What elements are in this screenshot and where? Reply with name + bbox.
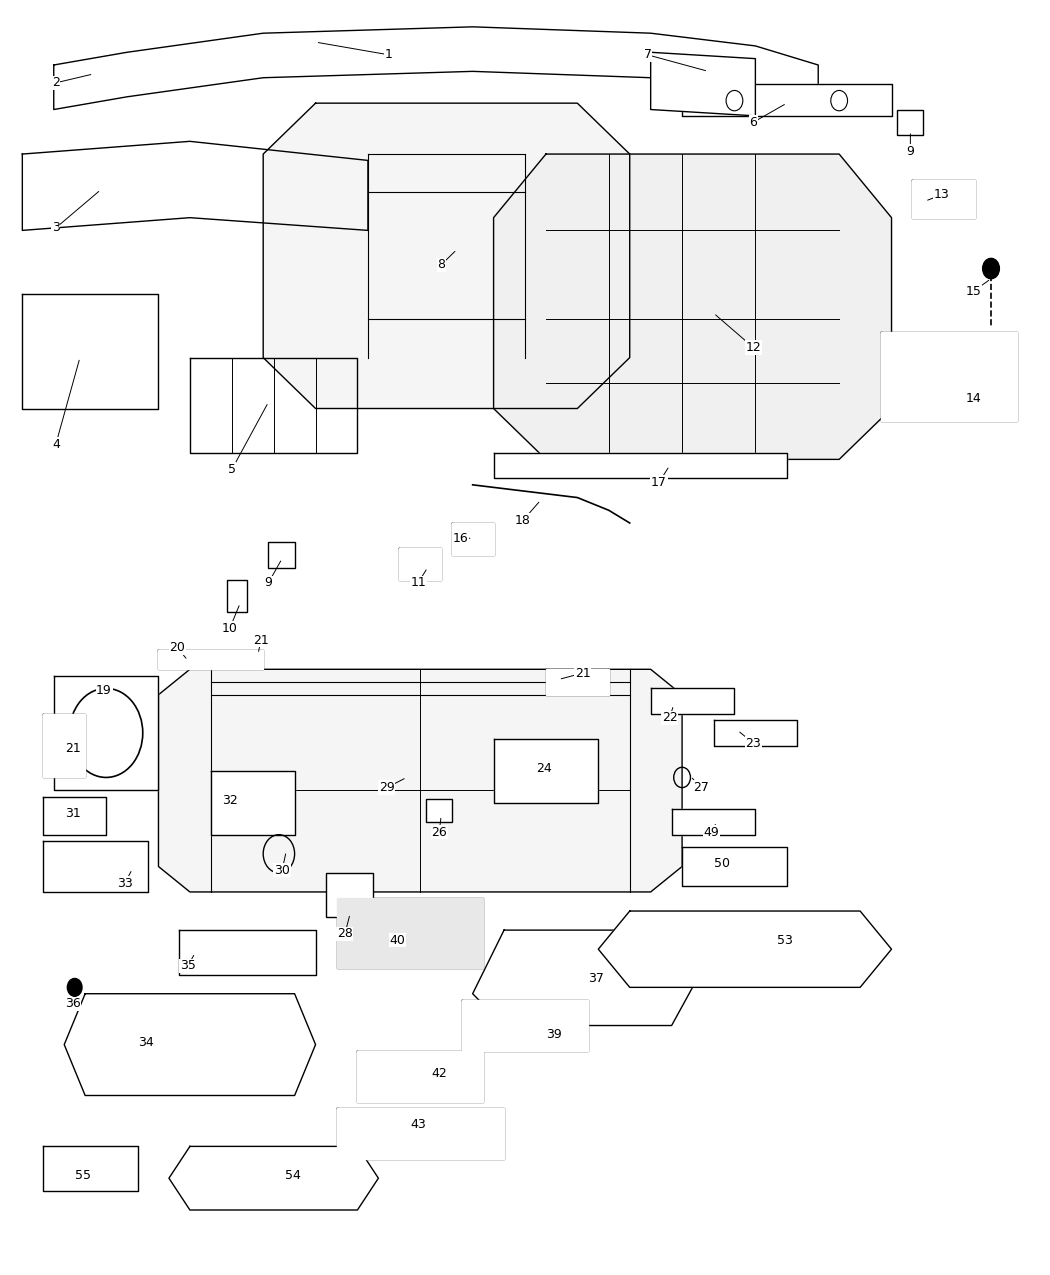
Polygon shape bbox=[672, 810, 755, 835]
Text: 55: 55 bbox=[75, 1169, 91, 1182]
Polygon shape bbox=[682, 84, 891, 116]
Text: 19: 19 bbox=[97, 685, 112, 697]
Text: 31: 31 bbox=[65, 807, 81, 820]
Text: 49: 49 bbox=[704, 826, 719, 839]
Polygon shape bbox=[64, 993, 316, 1095]
Text: 7: 7 bbox=[644, 48, 651, 61]
Polygon shape bbox=[43, 842, 148, 892]
Text: 33: 33 bbox=[118, 876, 133, 890]
Text: 50: 50 bbox=[714, 858, 730, 871]
Polygon shape bbox=[264, 103, 630, 408]
Text: 43: 43 bbox=[411, 1118, 426, 1131]
Text: 12: 12 bbox=[746, 340, 761, 354]
Text: 37: 37 bbox=[588, 972, 604, 986]
Polygon shape bbox=[462, 1000, 588, 1051]
Text: 3: 3 bbox=[51, 222, 60, 235]
Polygon shape bbox=[54, 676, 159, 790]
Polygon shape bbox=[399, 548, 441, 580]
Text: 35: 35 bbox=[180, 959, 195, 973]
Text: 8: 8 bbox=[437, 259, 445, 272]
Text: 13: 13 bbox=[933, 189, 949, 201]
Text: 21: 21 bbox=[253, 634, 269, 646]
Polygon shape bbox=[43, 797, 106, 835]
Text: 24: 24 bbox=[536, 762, 551, 775]
Text: 11: 11 bbox=[411, 576, 426, 589]
Text: 21: 21 bbox=[574, 667, 590, 680]
Polygon shape bbox=[881, 333, 1017, 421]
Polygon shape bbox=[472, 929, 704, 1025]
Text: 53: 53 bbox=[777, 933, 793, 947]
Text: 2: 2 bbox=[51, 76, 60, 89]
Text: 21: 21 bbox=[65, 742, 81, 755]
Text: 9: 9 bbox=[906, 145, 915, 158]
Text: 26: 26 bbox=[432, 826, 447, 839]
Polygon shape bbox=[494, 453, 786, 478]
Text: 15: 15 bbox=[965, 284, 981, 298]
Polygon shape bbox=[494, 740, 598, 803]
Text: 18: 18 bbox=[514, 514, 531, 527]
Text: 36: 36 bbox=[65, 997, 81, 1010]
Polygon shape bbox=[43, 1146, 138, 1191]
Text: 14: 14 bbox=[965, 391, 981, 405]
Text: 42: 42 bbox=[432, 1067, 447, 1080]
Polygon shape bbox=[682, 848, 786, 886]
Polygon shape bbox=[494, 154, 891, 459]
Text: 16: 16 bbox=[453, 532, 468, 544]
Polygon shape bbox=[169, 1146, 378, 1210]
Polygon shape bbox=[651, 52, 755, 116]
FancyBboxPatch shape bbox=[269, 542, 295, 567]
Polygon shape bbox=[546, 669, 609, 695]
Circle shape bbox=[67, 978, 82, 996]
Polygon shape bbox=[180, 929, 316, 974]
Text: 40: 40 bbox=[390, 933, 405, 947]
Polygon shape bbox=[22, 142, 367, 231]
Text: 17: 17 bbox=[651, 476, 667, 488]
Polygon shape bbox=[714, 720, 797, 746]
FancyBboxPatch shape bbox=[327, 873, 373, 918]
Polygon shape bbox=[452, 523, 494, 555]
Polygon shape bbox=[651, 688, 734, 714]
FancyBboxPatch shape bbox=[897, 110, 923, 135]
Polygon shape bbox=[159, 650, 264, 669]
Text: 6: 6 bbox=[750, 116, 757, 129]
Text: 28: 28 bbox=[337, 927, 353, 941]
Text: 54: 54 bbox=[285, 1169, 300, 1182]
Polygon shape bbox=[22, 295, 159, 408]
FancyBboxPatch shape bbox=[227, 580, 248, 612]
Text: 10: 10 bbox=[222, 622, 237, 635]
Polygon shape bbox=[336, 1108, 504, 1159]
Text: 27: 27 bbox=[693, 782, 709, 794]
Polygon shape bbox=[357, 1051, 483, 1102]
Text: 23: 23 bbox=[746, 737, 761, 750]
Text: 5: 5 bbox=[228, 463, 236, 476]
Text: 4: 4 bbox=[51, 437, 60, 450]
Polygon shape bbox=[336, 899, 483, 968]
Polygon shape bbox=[159, 669, 682, 892]
Circle shape bbox=[983, 259, 1000, 279]
Polygon shape bbox=[598, 912, 891, 987]
Text: 1: 1 bbox=[385, 48, 393, 61]
Polygon shape bbox=[912, 180, 975, 218]
Text: 39: 39 bbox=[546, 1028, 562, 1040]
Polygon shape bbox=[211, 771, 295, 835]
Text: 30: 30 bbox=[274, 864, 290, 877]
Text: 20: 20 bbox=[169, 641, 185, 654]
Text: 34: 34 bbox=[138, 1035, 153, 1048]
Text: 9: 9 bbox=[265, 576, 272, 589]
Text: 29: 29 bbox=[379, 782, 395, 794]
Polygon shape bbox=[190, 357, 357, 453]
Text: 22: 22 bbox=[662, 711, 677, 724]
FancyBboxPatch shape bbox=[425, 799, 451, 822]
Text: 32: 32 bbox=[222, 794, 237, 807]
Polygon shape bbox=[43, 714, 85, 778]
